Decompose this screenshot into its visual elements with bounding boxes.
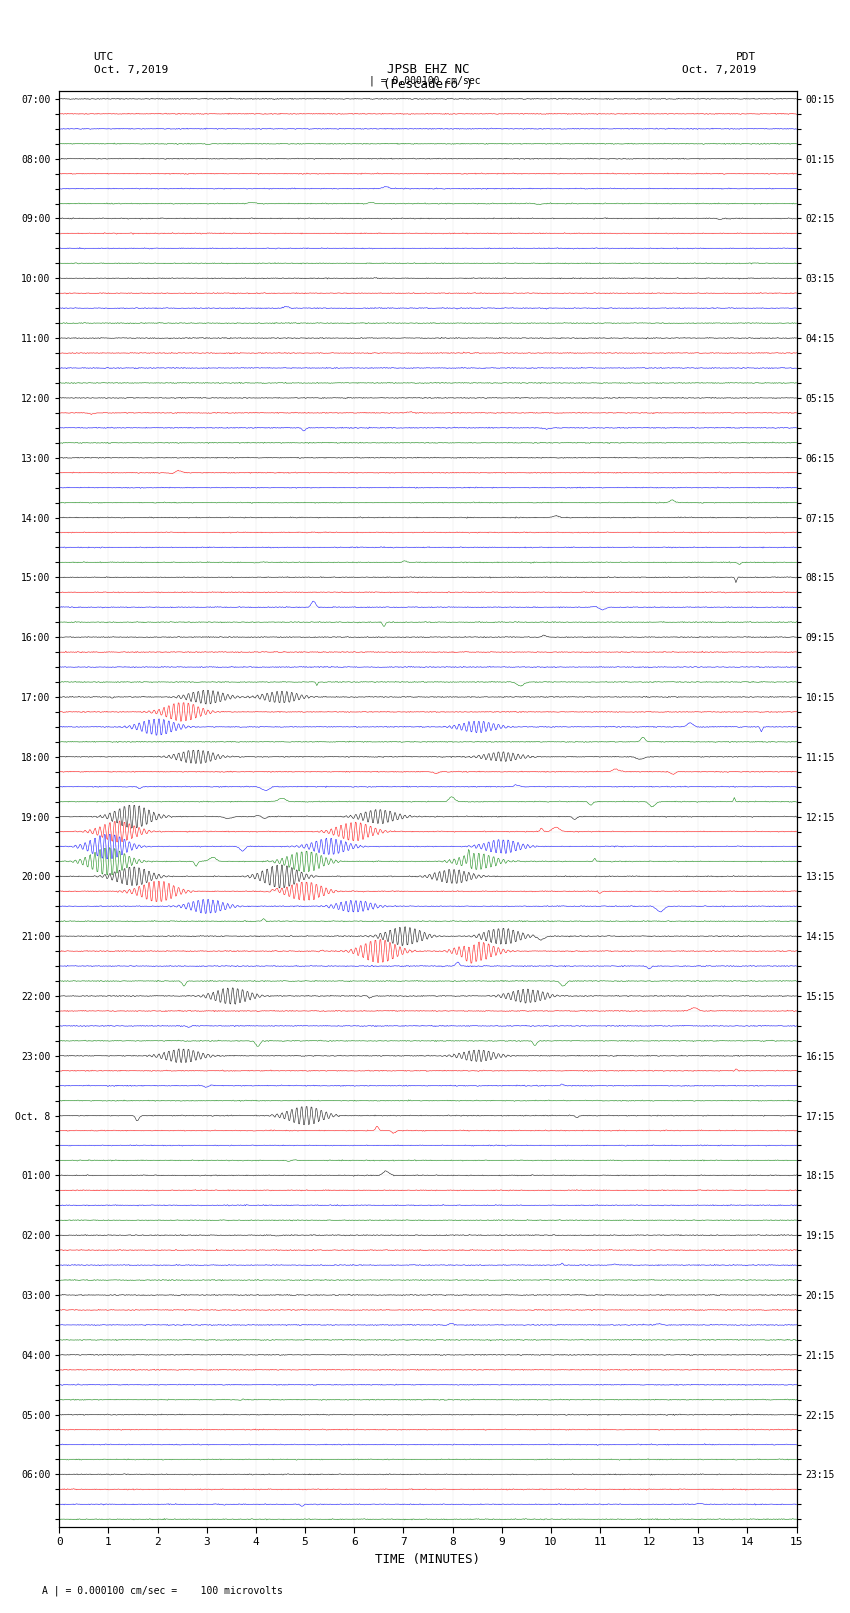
- Title: JPSB EHZ NC
(Pescadero ): JPSB EHZ NC (Pescadero ): [383, 63, 473, 92]
- Text: | = 0.000100 cm/sec: | = 0.000100 cm/sec: [369, 76, 481, 87]
- Text: PDT: PDT: [736, 52, 756, 61]
- Text: Oct. 7,2019: Oct. 7,2019: [683, 65, 756, 74]
- Text: UTC: UTC: [94, 52, 114, 61]
- Text: A | = 0.000100 cm/sec =    100 microvolts: A | = 0.000100 cm/sec = 100 microvolts: [42, 1586, 283, 1597]
- Text: Oct. 7,2019: Oct. 7,2019: [94, 65, 167, 74]
- X-axis label: TIME (MINUTES): TIME (MINUTES): [376, 1553, 480, 1566]
